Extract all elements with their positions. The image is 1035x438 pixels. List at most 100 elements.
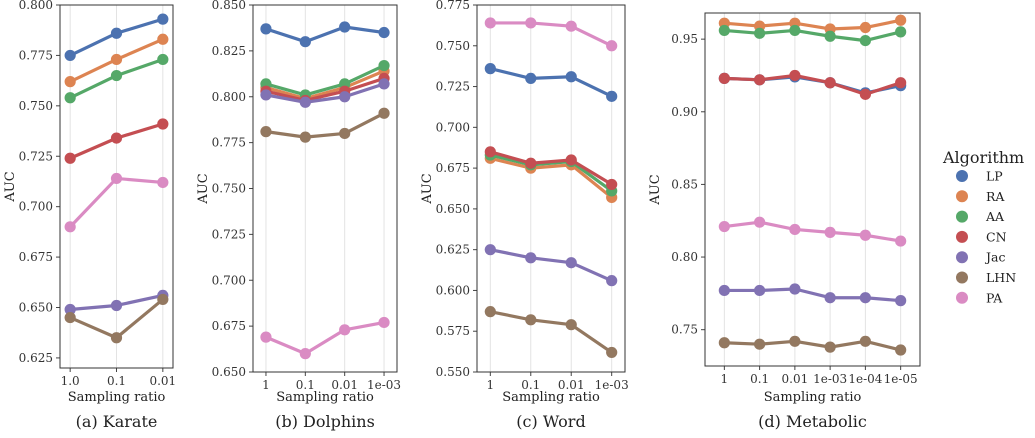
- data-point: [157, 33, 169, 45]
- legend-marker: [956, 291, 968, 304]
- series-lhn: [484, 306, 618, 359]
- panel-caption: (c) Word: [516, 412, 585, 431]
- y-tick-label: 0.775: [19, 48, 53, 62]
- x-axis-label: Sampling ratio: [502, 390, 600, 405]
- x-tick-label: 0.1: [750, 372, 769, 386]
- series-line: [265, 25, 385, 44]
- data-point: [606, 346, 618, 359]
- data-point: [525, 17, 537, 29]
- data-point: [824, 341, 836, 353]
- y-tick-label: 0.825: [212, 44, 246, 58]
- data-point: [110, 172, 123, 185]
- series-lp: [484, 63, 618, 102]
- y-tick-label: 0.750: [19, 99, 53, 113]
- data-point: [565, 154, 577, 166]
- y-tick-label: 0.575: [436, 324, 470, 338]
- data-point: [157, 176, 169, 189]
- x-tick-label: 1e-05: [884, 372, 918, 386]
- y-tick-label: 0.725: [212, 227, 246, 241]
- data-point: [565, 257, 577, 269]
- data-point: [859, 335, 871, 347]
- data-point: [525, 157, 537, 169]
- y-tick-label: 0.675: [436, 161, 470, 175]
- series-aa: [718, 24, 907, 47]
- data-point: [64, 221, 76, 233]
- data-point: [895, 295, 907, 307]
- series-line: [489, 156, 613, 199]
- series-aa: [64, 53, 169, 104]
- data-point: [110, 69, 123, 82]
- data-point: [859, 21, 871, 34]
- data-point: [789, 24, 801, 37]
- data-point: [859, 35, 871, 47]
- x-tick-label: 0.1: [521, 378, 540, 392]
- y-tick-label: 0.90: [671, 105, 698, 119]
- data-point: [378, 316, 390, 329]
- series-ra: [64, 33, 169, 88]
- data-point: [484, 17, 496, 29]
- data-point: [260, 126, 272, 138]
- data-point: [606, 40, 618, 52]
- series-line: [489, 67, 613, 98]
- y-tick-label: 0.675: [212, 319, 246, 333]
- y-tick-label: 0.750: [436, 39, 470, 53]
- data-point: [754, 74, 766, 86]
- data-point: [859, 229, 871, 241]
- legend-label: PA: [986, 290, 1003, 305]
- data-point: [157, 53, 169, 66]
- series-cn: [64, 118, 169, 164]
- y-tick-label: 0.80: [671, 250, 698, 264]
- x-tick-label: 1: [486, 378, 494, 392]
- data-point: [484, 63, 496, 75]
- plot-frame: [59, 4, 174, 369]
- legend-entry-pa: PA: [956, 290, 1003, 305]
- data-point: [64, 152, 76, 164]
- data-point: [260, 23, 272, 35]
- legend-entry-ra: RA: [956, 189, 1005, 204]
- data-point: [157, 293, 169, 306]
- x-tick-label: 0.1: [296, 378, 315, 392]
- data-point: [565, 71, 577, 83]
- data-point: [339, 91, 351, 103]
- data-point: [299, 36, 311, 48]
- y-axis-label: AUC: [196, 173, 211, 204]
- data-point: [789, 335, 801, 347]
- series-lp: [64, 13, 169, 62]
- series-jac: [260, 78, 390, 108]
- data-point: [789, 69, 801, 82]
- x-axis-label: Sampling ratio: [764, 390, 862, 405]
- data-point: [718, 24, 730, 37]
- y-tick-label: 0.625: [436, 243, 470, 257]
- data-point: [859, 88, 871, 100]
- data-point: [299, 96, 311, 108]
- plot-frame: [704, 12, 921, 367]
- chart-panel-1: 1.0 0.1 0.01 0.625 0.650 0.675 0.700 0.725 0.750…: [3, 0, 176, 431]
- x-tick-label: 0.01: [331, 378, 358, 392]
- data-point: [110, 132, 123, 144]
- series-line: [490, 21, 613, 48]
- data-point: [824, 77, 836, 89]
- data-point: [525, 314, 537, 326]
- panel-caption: (d) Metabolic: [758, 412, 867, 431]
- series-pa: [718, 216, 907, 247]
- series-pa: [260, 316, 390, 360]
- series-line: [490, 248, 613, 283]
- series-line: [724, 339, 902, 352]
- data-point: [895, 344, 907, 356]
- data-point: [299, 348, 311, 360]
- data-point: [859, 292, 871, 304]
- series-lp: [260, 21, 390, 48]
- data-point: [110, 27, 123, 39]
- data-point: [339, 21, 351, 33]
- legend-entry-cn: CN: [956, 229, 1007, 244]
- y-axis-label: AUC: [3, 171, 18, 202]
- data-point: [484, 244, 496, 256]
- data-point: [895, 26, 907, 38]
- chart-panel-3: 1 0.1 0.01 1e-03 0.550 0.575 0.600 0.625 0.650 0.…: [420, 0, 629, 431]
- data-point: [64, 311, 76, 324]
- data-point: [565, 319, 577, 331]
- x-tick-label: 1e-03: [595, 378, 629, 392]
- y-tick-label: 0.750: [212, 182, 246, 196]
- legend-entry-jac: Jac: [956, 250, 1005, 265]
